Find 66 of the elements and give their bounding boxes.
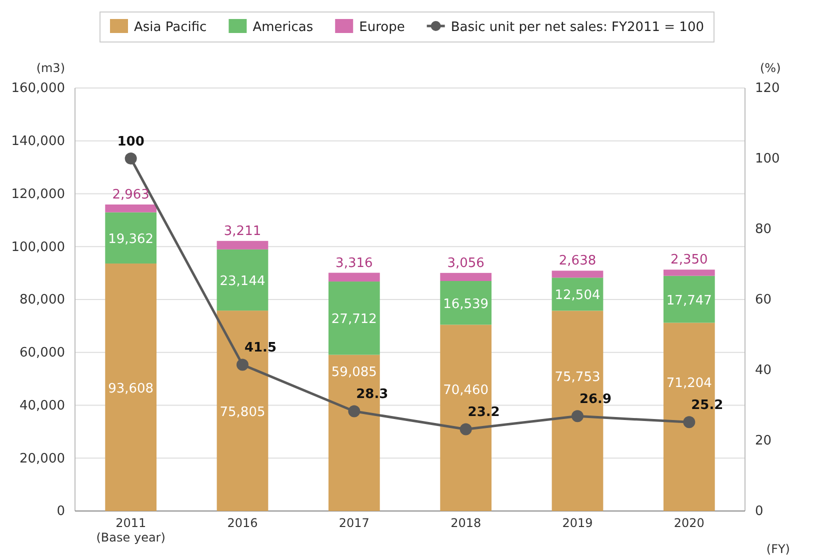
data-label: 19,362	[108, 232, 154, 247]
point	[683, 416, 696, 428]
y-tick-label: 160,000	[11, 81, 65, 96]
y2-tick-label: 40	[755, 363, 772, 378]
point	[236, 358, 248, 371]
y-tick-label: 60,000	[20, 346, 65, 361]
x-tick-label: 2011 (Base year)	[96, 516, 166, 544]
y-tick-label: 120,000	[11, 186, 65, 202]
x-axis-title: (FY)	[766, 542, 790, 556]
data-label: 3,211	[224, 224, 262, 239]
bar	[440, 272, 492, 281]
y-tick-label: 20,000	[20, 451, 65, 466]
y2-tick-label: 120	[755, 81, 780, 96]
bar	[663, 276, 715, 323]
data-label: 93,608	[108, 381, 154, 396]
y-tick-label: 40,000	[20, 398, 65, 414]
data-label: 3,056	[447, 256, 484, 271]
data-label: 12,504	[554, 288, 600, 304]
bar	[105, 212, 157, 264]
x-tick-label: 2017	[338, 516, 370, 530]
data-label: 100	[117, 134, 144, 150]
data-label: 75,805	[220, 404, 266, 420]
y2-tick-label: 0	[755, 504, 764, 520]
bar	[440, 280, 492, 325]
data-label: 2,350	[670, 252, 708, 268]
y2-tick-label: 80	[755, 222, 772, 238]
point	[572, 410, 584, 422]
bar	[328, 282, 380, 355]
bar	[216, 249, 268, 311]
x-tick-label: 2016	[227, 516, 258, 530]
y2-tick-label: 100	[755, 152, 780, 167]
y-tick-label: 140,000	[11, 134, 65, 150]
y-tick-label: 0	[56, 504, 65, 520]
y-tick-label: 100,000	[11, 240, 65, 255]
legend-label: Europe	[359, 20, 405, 35]
bar	[552, 270, 604, 278]
data-label: 2,963	[112, 188, 150, 202]
data-label: 16,539	[443, 296, 489, 312]
point	[348, 405, 360, 418]
bar	[663, 270, 715, 276]
data-label: 70,460	[443, 383, 489, 398]
data-label: 17,747	[666, 293, 712, 308]
data-label: 2,638	[558, 254, 596, 269]
data-label: 3,316	[336, 256, 373, 271]
legend-label: Asia Pacific	[134, 20, 207, 35]
data-label: 59,085	[331, 365, 377, 380]
y2-tick-label: 20	[755, 434, 772, 449]
data-label: 27,712	[331, 312, 377, 328]
data-label: 75,753	[554, 370, 600, 386]
data-label: 23,144	[220, 274, 266, 289]
y2-axis-title: (%)	[760, 61, 781, 75]
legend-label: Basic unit per net sales: FY2011 = 100	[450, 20, 704, 35]
y2-tick-label: 60	[755, 292, 772, 308]
bar	[105, 264, 157, 511]
y-axis-title: (m3)	[36, 61, 65, 75]
point	[124, 152, 137, 164]
bar	[328, 272, 380, 282]
x-tick-label: 2019	[562, 516, 593, 530]
x-tick-label: 2020	[674, 516, 704, 530]
point	[460, 423, 472, 436]
data-label: 71,204	[666, 376, 712, 392]
legend-label: Americas	[252, 20, 314, 35]
bar	[216, 240, 268, 250]
bar	[105, 204, 157, 212]
x-tick-label: 2018	[450, 516, 482, 530]
y-tick-label: 80,000	[20, 292, 65, 308]
